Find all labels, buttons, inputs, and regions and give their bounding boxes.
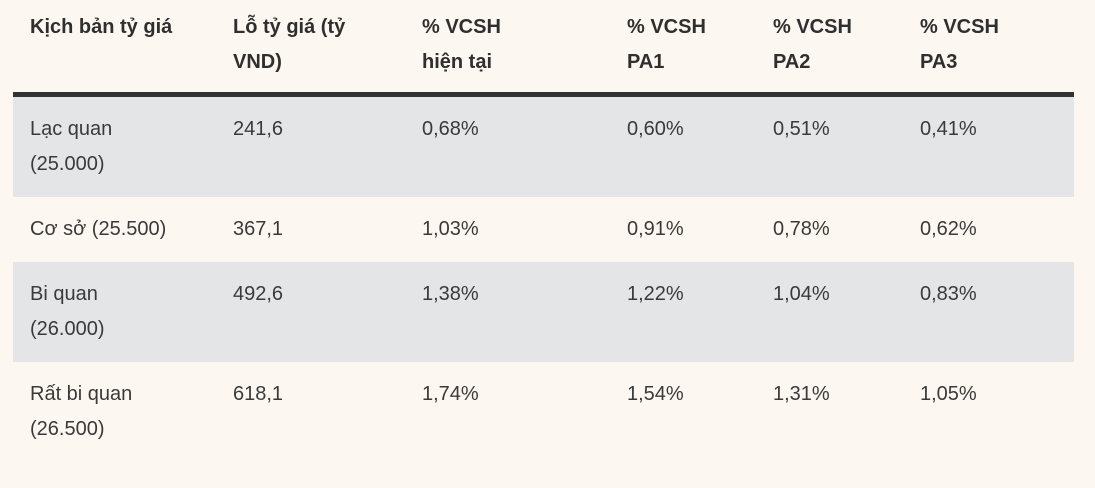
- table-row-base: Cơ sở (25.500) 367,1 1,03% 0,91% 0,78% 0…: [13, 197, 1074, 262]
- cell-scenario: Lạc quan (25.000): [13, 94, 233, 197]
- cell-vcsh-pa2: 0,78%: [773, 218, 830, 240]
- header-vcsh-current: % VCSH hiện tại: [422, 0, 627, 97]
- table-row-pessimistic: Bi quan (26.000) 492,6 1,38% 1,22% 1,04%…: [13, 262, 1074, 362]
- cell-loss: 492,6: [233, 262, 422, 362]
- cell-vcsh-current: 1,38%: [422, 262, 627, 362]
- cell-loss: 618,1: [233, 383, 284, 405]
- cell-vcsh-pa1: 1,54%: [627, 383, 684, 405]
- cell-scenario: Bi quan (26.000): [13, 262, 233, 362]
- header-scenario: Kịch bản tỷ giá: [13, 0, 233, 97]
- cell-loss: 367,1: [233, 218, 284, 240]
- header-scenario-label: Kịch bản tỷ giá: [30, 16, 173, 38]
- cell-vcsh-pa2: 1,31%: [773, 383, 830, 405]
- cell-vcsh-pa3: 1,05%: [920, 383, 977, 405]
- cell-vcsh-pa1: 1,22%: [627, 262, 773, 362]
- cell-vcsh-pa1: 0,91%: [627, 218, 684, 240]
- cell-loss: 241,6: [233, 94, 422, 197]
- cell-scenario: Rất bi quan (26.500): [30, 383, 133, 440]
- table-body: Lạc quan (25.000) 241,6 0,68% 0,60% 0,51…: [13, 94, 1074, 463]
- table-row-optimistic: Lạc quan (25.000) 241,6 0,68% 0,60% 0,51…: [13, 94, 1074, 197]
- cell-scenario: Cơ sở (25.500): [30, 218, 167, 240]
- cell-vcsh-pa1: 0,60%: [627, 94, 773, 197]
- cell-vcsh-pa3: 0,83%: [920, 262, 1074, 362]
- cell-vcsh-current: 1,74%: [422, 383, 479, 405]
- cell-vcsh-pa2: 0,51%: [773, 94, 920, 197]
- table-row-very-pessimistic: Rất bi quan (26.500) 618,1 1,74% 1,54% 1…: [13, 362, 1074, 462]
- cell-vcsh-pa3: 0,62%: [920, 218, 977, 240]
- header-vcsh-pa3: % VCSH PA3: [920, 0, 1074, 97]
- header-loss: Lỗ tỷ giá (tỷ VND): [233, 0, 422, 97]
- header-vcsh-pa1: % VCSH PA1: [627, 0, 773, 97]
- exchange-rate-scenario-table: Kịch bản tỷ giá Lỗ tỷ giá (tỷ VND) % VCS…: [13, 0, 1074, 462]
- cell-vcsh-pa2: 1,04%: [773, 262, 920, 362]
- table-container: Kịch bản tỷ giá Lỗ tỷ giá (tỷ VND) % VCS…: [13, 0, 1074, 462]
- header-row: Kịch bản tỷ giá Lỗ tỷ giá (tỷ VND) % VCS…: [13, 0, 1074, 97]
- header-vcsh-pa2: % VCSH PA2: [773, 0, 920, 97]
- cell-vcsh-pa3: 0,41%: [920, 94, 1074, 197]
- cell-vcsh-current: 0,68%: [422, 94, 627, 197]
- cell-vcsh-current: 1,03%: [422, 218, 479, 240]
- table-header: Kịch bản tỷ giá Lỗ tỷ giá (tỷ VND) % VCS…: [13, 0, 1074, 97]
